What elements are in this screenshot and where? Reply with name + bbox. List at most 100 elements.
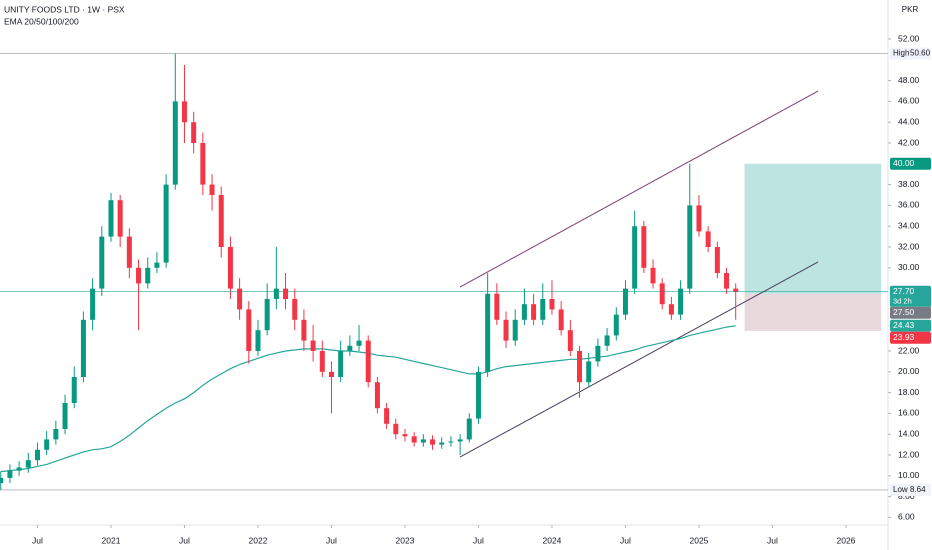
candle-body xyxy=(393,423,399,435)
x-tick-label: 2025 xyxy=(690,535,709,545)
axes: 6.008.0010.0012.0014.0016.0018.0020.0022… xyxy=(32,33,931,545)
candle-body xyxy=(356,340,362,346)
y-tick-label: 36.00 xyxy=(898,200,920,210)
candle-body xyxy=(200,143,206,185)
candle-body xyxy=(0,477,4,484)
candle-body xyxy=(733,288,739,292)
currency: PKR xyxy=(902,5,919,14)
x-tick-label: 2024 xyxy=(543,535,562,545)
y-tick-label: 30.00 xyxy=(898,262,920,272)
y-tick-label: 12.00 xyxy=(898,449,920,459)
candle-body xyxy=(604,335,610,346)
extreme-tag-bg xyxy=(890,47,931,60)
candle-body xyxy=(191,122,197,144)
candle-body xyxy=(292,299,298,320)
candle-body xyxy=(136,267,142,284)
target-tag: 40.00 xyxy=(893,158,915,168)
y-tick-label: 16.00 xyxy=(898,408,920,418)
candle-body xyxy=(714,247,720,274)
position-loss-zone xyxy=(744,293,882,331)
candle-body xyxy=(338,351,344,378)
candle-body xyxy=(117,200,123,237)
candle-body xyxy=(62,403,68,430)
candle-body xyxy=(44,439,50,450)
candle-body xyxy=(16,467,22,471)
candle-body xyxy=(80,319,86,378)
candle-body xyxy=(246,309,252,352)
x-tick-label: Jul xyxy=(32,535,43,545)
candle-body xyxy=(172,101,178,185)
x-tick-label: Jul xyxy=(179,535,190,545)
ema-tag: 24.43 xyxy=(893,320,915,330)
candle-body xyxy=(430,439,436,445)
stop-tag-bg xyxy=(890,331,931,344)
last-price-tag: 27.70 xyxy=(893,286,915,296)
indicator-legend: EMA 20/50/100/200 xyxy=(4,16,79,26)
candle-body xyxy=(632,226,638,289)
candle-body xyxy=(650,267,656,284)
candle-body xyxy=(411,436,417,443)
candle-body xyxy=(25,460,31,468)
candle-body xyxy=(145,267,151,284)
candle-body xyxy=(310,340,316,352)
candle-body xyxy=(181,101,187,123)
y-tick-label: 32.00 xyxy=(898,241,920,251)
candle-body xyxy=(668,304,674,315)
stop-tag: 23.93 xyxy=(893,332,915,342)
candle-body xyxy=(466,418,472,440)
candle-body xyxy=(255,330,261,352)
y-tick-label: 42.00 xyxy=(898,137,920,147)
extreme-tag-label: High xyxy=(893,49,909,58)
extreme-tag-label: Low xyxy=(893,485,908,494)
candle-body xyxy=(301,319,307,341)
candle-body xyxy=(99,236,105,289)
candle-body xyxy=(485,293,491,372)
candle-body xyxy=(7,470,13,478)
candle-body xyxy=(724,273,730,289)
countdown-bg xyxy=(890,296,931,307)
candle-body xyxy=(549,299,555,310)
candle-body xyxy=(494,293,500,320)
countdown: 3d 2h xyxy=(893,297,912,306)
position-profit-zone xyxy=(744,163,882,294)
candle-body xyxy=(521,304,527,320)
candle-body xyxy=(374,382,380,409)
x-tick-label: 2022 xyxy=(249,535,268,545)
candle-body xyxy=(53,429,59,440)
candle-body xyxy=(34,449,40,461)
candle-body xyxy=(108,200,114,237)
candle-body xyxy=(678,288,684,315)
candle-body xyxy=(402,434,408,437)
candle-body xyxy=(227,247,233,289)
candle-body xyxy=(264,299,270,331)
candle-body xyxy=(154,262,160,268)
y-tick-label: 38.00 xyxy=(898,179,920,189)
y-tick-label: 14.00 xyxy=(898,428,920,438)
candle-body xyxy=(659,283,665,305)
candle-body xyxy=(531,304,537,320)
trend-line xyxy=(459,261,819,458)
x-tick-label: Jul xyxy=(326,535,337,545)
chart-title: UNITY FOODS LTD · 1W · PSX xyxy=(4,4,125,14)
candle-body xyxy=(218,195,224,248)
candle-body xyxy=(319,351,325,372)
candle-body xyxy=(126,236,132,268)
extreme-tag-value: 8.64 xyxy=(910,485,926,494)
x-tick-label: 2021 xyxy=(102,535,121,545)
extreme-tag-value: 50.60 xyxy=(910,49,931,58)
candle-body xyxy=(439,442,445,445)
plot xyxy=(0,53,888,491)
x-tick-label: Jul xyxy=(620,535,631,545)
candle-body xyxy=(595,345,601,362)
candle-body xyxy=(622,288,628,315)
candle-body xyxy=(347,345,353,352)
candle-body xyxy=(90,288,96,320)
candle-body xyxy=(283,288,289,300)
entry-tag-bg xyxy=(890,306,931,319)
y-tick-label: 10.00 xyxy=(898,470,920,480)
candle-body xyxy=(420,439,426,443)
candle-body xyxy=(641,226,647,268)
x-tick-label: 2023 xyxy=(396,535,415,545)
